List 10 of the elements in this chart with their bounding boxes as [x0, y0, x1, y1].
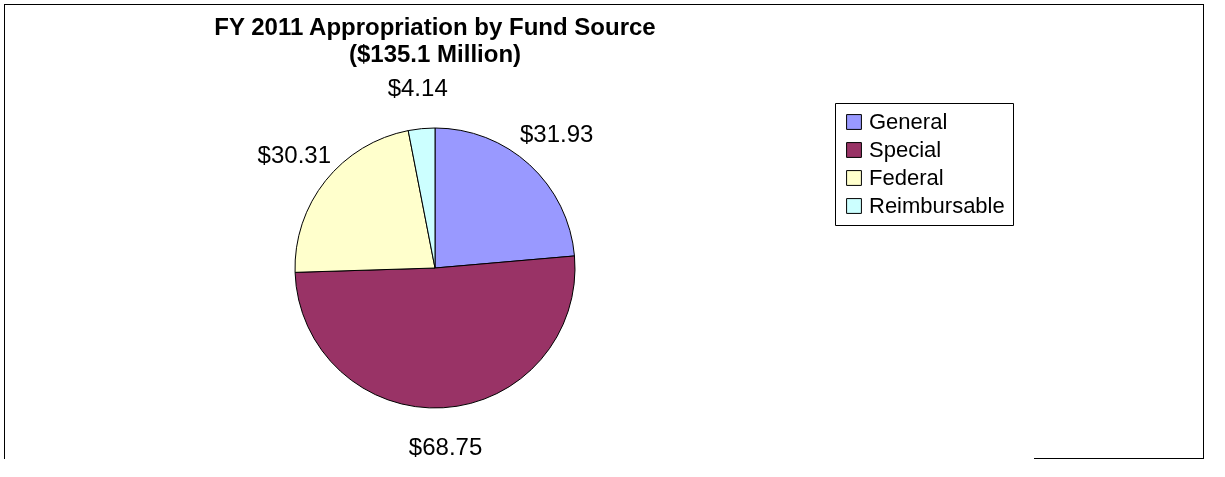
- data-label: $30.31: [257, 140, 332, 168]
- data-label: $4.14: [387, 73, 448, 101]
- chart-subtitle: ($135.1 Million): [348, 39, 522, 67]
- legend-label: Reimbursable: [869, 193, 1005, 218]
- legend-label: General: [869, 109, 948, 134]
- data-label: $68.75: [408, 432, 483, 460]
- legend-label: Special: [869, 137, 942, 162]
- legend-label: Federal: [869, 165, 944, 190]
- data-label: $31.93: [519, 120, 594, 148]
- chart-title: FY 2011 Appropriation by Fund Source: [214, 12, 656, 40]
